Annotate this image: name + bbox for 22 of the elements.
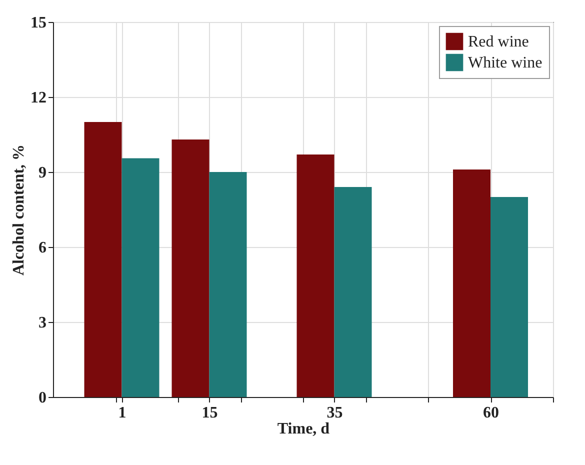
y-tick-label: 3 — [38, 314, 46, 332]
bar — [296, 154, 334, 397]
bar — [84, 122, 122, 397]
y-tick-label: 9 — [38, 164, 46, 182]
y-tick-label: 12 — [30, 90, 46, 106]
x-axis-title: Time, d — [277, 420, 330, 438]
legend-label: Red wine — [468, 34, 529, 50]
bar — [453, 170, 490, 397]
y-tick-label: 6 — [38, 240, 46, 256]
bar — [209, 172, 247, 397]
bar — [490, 197, 528, 397]
y-tick-label: 0 — [38, 390, 46, 406]
y-axis-title: Alcohol content, % — [10, 144, 28, 276]
legend-label: White wine — [468, 54, 542, 72]
bar — [334, 187, 372, 397]
bar — [122, 158, 160, 397]
x-tick-label: 60 — [483, 404, 499, 422]
x-tick-label: 35 — [326, 404, 343, 422]
y-tick-label: 15 — [30, 14, 46, 32]
x-tick-label: 1 — [118, 404, 126, 422]
x-tick-label: 15 — [202, 404, 218, 422]
bar — [172, 140, 210, 397]
